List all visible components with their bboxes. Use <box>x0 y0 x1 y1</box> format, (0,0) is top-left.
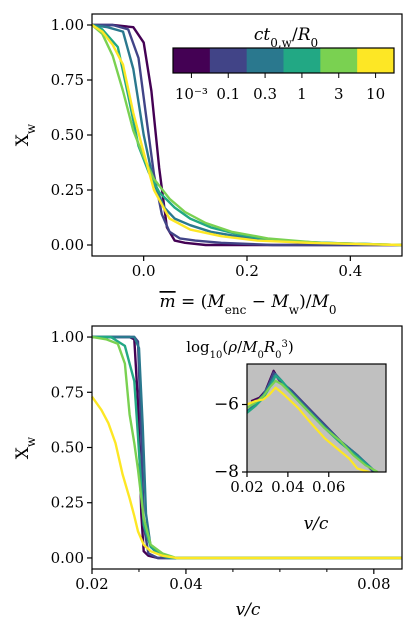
bottom-ytick-label: 0.75 <box>51 383 84 401</box>
inset-series-group <box>247 369 379 472</box>
inset-xtick-label: 0.02 <box>230 478 263 496</box>
top-xtick-label: 0.2 <box>235 262 259 280</box>
bottom-x-axis: 0.02 0.04 0.08 <box>75 569 391 593</box>
colorbar-frame <box>172 47 395 74</box>
bottom-ytick-label: 0.00 <box>51 549 84 567</box>
bottom-series-group <box>91 335 402 560</box>
inset-plot: log10(ρ/M0R03) −6 −8 0.02 0.04 0.06 v/c <box>186 338 387 534</box>
top-series-6 <box>91 23 403 247</box>
inset-x-axis-label: v/c <box>304 514 329 534</box>
inset-x-axis: 0.02 0.04 0.06 <box>230 472 345 496</box>
top-panel: 0.00 0.25 0.50 0.75 1.00 0.0 0.2 0.4 Xw m = (M… <box>13 13 403 317</box>
top-xtick-label: 0.4 <box>338 262 362 280</box>
top-x-axis-label: m = (Menc − Mw)/M0 <box>160 292 337 317</box>
bottom-panel: 0.00 0.25 0.50 0.75 1.00 0.02 0.04 0.08 Xw v/c… <box>13 325 403 620</box>
bottom-xtick-label: 0.04 <box>169 575 202 593</box>
top-series-4 <box>91 23 403 247</box>
inset-series-6 <box>247 386 370 472</box>
inset-series-clip <box>247 369 379 472</box>
top-ytick-label: 0.50 <box>51 126 84 144</box>
bottom-series-5 <box>91 335 402 560</box>
top-ytick-label: 1.00 <box>51 16 84 34</box>
colorbar-tick-label: 10 <box>366 85 385 103</box>
inset-ytick-label: −6 <box>214 395 239 415</box>
colorbar-tick-label: 0.1 <box>216 85 240 103</box>
colorbar-tick-label: 10⁻³ <box>175 85 208 103</box>
top-ytick-label: 0.75 <box>51 71 84 89</box>
colorbar-labels: 10⁻³ 0.1 0.3 1 3 10 <box>175 73 385 103</box>
bottom-ytick-label: 0.25 <box>51 494 84 512</box>
colorbar: ct0,w/R0 10⁻³ 0.1 0.3 1 3 10 <box>172 25 395 103</box>
colorbar-title: ct0,w/R0 <box>254 25 318 50</box>
top-xtick-label: 0.0 <box>132 262 156 280</box>
colorbar-block-5 <box>320 48 358 73</box>
top-ytick-label: 0.00 <box>51 236 84 254</box>
top-series-5 <box>91 24 403 247</box>
inset-series-5 <box>247 379 379 472</box>
top-x-axis: 0.0 0.2 0.4 <box>132 256 362 280</box>
inset-frame <box>246 363 387 473</box>
bottom-xtick-label: 0.02 <box>75 575 108 593</box>
inset-ytick-label: −8 <box>214 462 239 482</box>
inset-xtick-label: 0.06 <box>312 478 345 496</box>
bottom-y-axis: 0.00 0.25 0.50 0.75 1.00 <box>51 328 92 567</box>
inset-title: log10(ρ/M0R03) <box>186 338 294 361</box>
top-y-axis: 0.00 0.25 0.50 0.75 1.00 <box>51 16 92 254</box>
colorbar-block-4 <box>283 48 321 73</box>
bottom-ytick-label: 0.50 <box>51 439 84 457</box>
colorbar-block-2 <box>209 48 248 73</box>
top-series-group <box>91 23 403 247</box>
top-series-2 <box>92 23 402 247</box>
bottom-x-axis-label: v/c <box>236 600 261 620</box>
bottom-y-axis-label: Xw <box>13 436 38 459</box>
colorbar-blocks <box>173 48 395 73</box>
top-ytick-label: 0.25 <box>51 181 84 199</box>
colorbar-block-6 <box>357 48 395 73</box>
top-y-axis-label: Xw <box>13 123 38 146</box>
colorbar-tick-label: 0.3 <box>253 85 277 103</box>
bottom-xtick-label: 0.08 <box>357 575 390 593</box>
bottom-series-6 <box>91 396 402 560</box>
colorbar-block-3 <box>246 48 284 73</box>
colorbar-block-1 <box>173 48 211 73</box>
colorbar-tick-label: 3 <box>334 85 344 103</box>
bottom-ytick-label: 1.00 <box>51 328 84 346</box>
inset-y-axis: −6 −8 <box>214 395 247 482</box>
colorbar-tick-label: 1 <box>297 85 307 103</box>
inset-xtick-label: 0.04 <box>271 478 304 496</box>
